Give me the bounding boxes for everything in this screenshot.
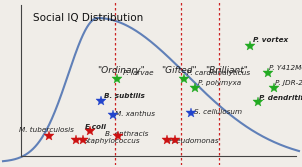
Text: P. vortex: P. vortex (253, 37, 288, 43)
Text: E.coli: E.coli (85, 124, 107, 130)
Text: "Brilliant": "Brilliant" (205, 66, 248, 75)
Text: P. JDR-2: P. JDR-2 (275, 80, 302, 87)
Text: P. cardianalyticus: P. cardianalyticus (187, 70, 250, 76)
Text: "Gifted": "Gifted" (161, 66, 197, 75)
Text: M. tuberculosis: M. tuberculosis (19, 127, 74, 133)
Text: P. polymyxa: P. polymyxa (198, 80, 242, 87)
Text: B. subtilis: B. subtilis (104, 93, 145, 99)
Text: B. anthracis: B. anthracis (105, 131, 149, 137)
Text: Staphylococcus: Staphylococcus (85, 138, 141, 144)
Text: P. dendritiformis: P. dendritiformis (259, 95, 302, 101)
Text: M. xanthus: M. xanthus (115, 111, 156, 117)
Text: Social IQ Distribution: Social IQ Distribution (33, 13, 143, 23)
Text: P. larvae: P. larvae (123, 70, 153, 76)
Text: P. Y412MC10: P. Y412MC10 (269, 65, 302, 71)
Text: S. cellulosum: S. cellulosum (194, 109, 242, 115)
Text: Pseudomonas: Pseudomonas (169, 138, 219, 144)
Text: "Ordinary": "Ordinary" (98, 66, 145, 75)
